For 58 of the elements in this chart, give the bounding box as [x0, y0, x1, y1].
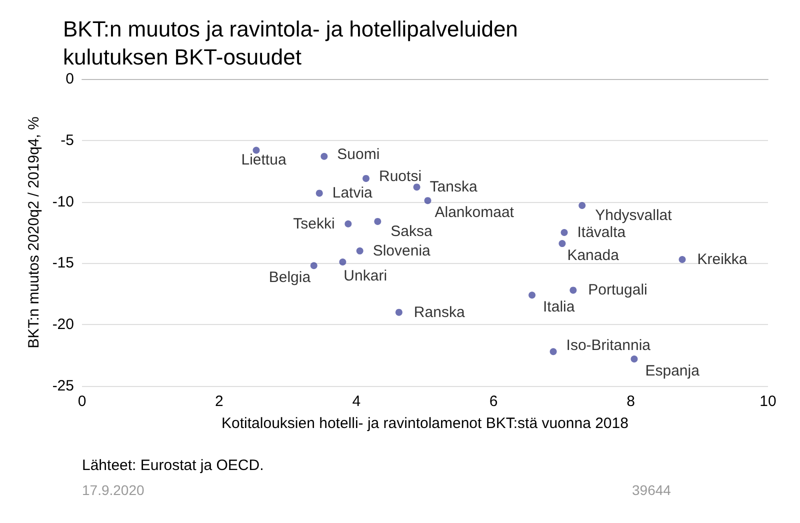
- point: [374, 218, 382, 225]
- annotation: Italia: [543, 298, 576, 316]
- y-tick-label: -5: [60, 132, 74, 149]
- annotation: Iso-Britannia: [566, 337, 652, 354]
- annotation: Ruotsi: [379, 168, 422, 185]
- annotation: Saksa: [390, 222, 434, 240]
- text: 17.9.2020: [82, 482, 144, 498]
- y-tick-label: -25: [52, 378, 74, 394]
- point: [316, 190, 323, 197]
- x-tick-label: 8: [626, 393, 635, 410]
- y-tick-label: -10: [52, 193, 74, 210]
- chart-title: BKT:n muutos ja ravintola- ja hotellipalveluiden kulutuksen BKT-osuudet: [63, 16, 524, 70]
- annotation: Yhdysvallat: [595, 206, 673, 224]
- point: [320, 152, 328, 160]
- annotation: Slovenia: [372, 242, 432, 260]
- annotation: Belgia: [268, 269, 312, 286]
- y-axis-title: BKT:n muutos 2020q2 / 2019q4, %: [25, 116, 42, 348]
- x-tick-label: 4: [352, 393, 361, 410]
- point: [578, 202, 586, 209]
- annotation: Itävalta: [577, 224, 626, 241]
- point: [344, 220, 352, 228]
- point: [252, 146, 260, 154]
- y-tick-label: -15: [52, 254, 74, 272]
- annotation: Kreikka: [697, 251, 748, 268]
- y-tick-label: -20: [52, 316, 74, 334]
- annotation: Tsekki: [293, 215, 335, 232]
- x-tick-label: 6: [489, 393, 498, 410]
- point: [310, 262, 318, 270]
- point: [395, 308, 402, 316]
- point: [560, 229, 568, 236]
- annotation: Portugali: [588, 282, 648, 299]
- point: [424, 197, 432, 204]
- annotation: Kanada: [567, 247, 620, 264]
- x-tick-label: 2: [215, 393, 224, 410]
- annotation: Unkari: [344, 267, 388, 284]
- x-tick-label: 10: [760, 393, 776, 410]
- annotation: Espanja: [645, 362, 700, 380]
- x-tick-label: 0: [78, 393, 86, 410]
- point: [339, 258, 346, 266]
- point: [528, 292, 536, 299]
- annotation: Ranska: [414, 304, 466, 321]
- x-axis-title: Kotitalouksien hotelli- ja ravintolamenot BKT:stä vuonna 2018: [222, 415, 628, 432]
- point: [558, 240, 566, 248]
- annotation: Latvia: [332, 184, 374, 202]
- text: 39644: [632, 482, 672, 498]
- annotation: Alankomaat: [434, 204, 515, 222]
- point: [550, 348, 557, 356]
- point: [356, 247, 364, 254]
- point: [570, 286, 577, 294]
- annotation: Liettua: [241, 152, 287, 169]
- point: [362, 174, 370, 182]
- y-tick-label: 0: [66, 70, 74, 88]
- point: [413, 184, 420, 191]
- text: Lähteet: Eurostat ja OECD.: [82, 457, 264, 474]
- annotation: Tanska: [430, 178, 478, 196]
- point: [678, 256, 686, 264]
- annotation: Suomi: [337, 146, 380, 163]
- point: [630, 355, 638, 362]
